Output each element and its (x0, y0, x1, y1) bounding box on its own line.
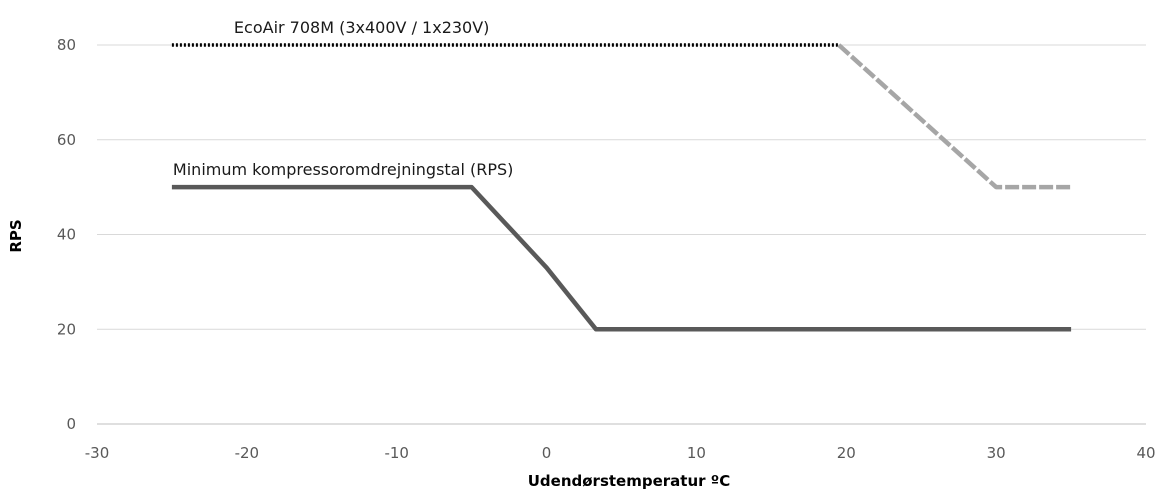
x-tick-label: 0 (542, 444, 552, 462)
y-tick-label: 60 (57, 131, 76, 149)
series-label-0: EcoAir 708M (3x400V / 1x230V) (234, 18, 490, 37)
x-tick-label: 30 (987, 444, 1006, 462)
grid (97, 44, 1146, 425)
y-axis: 0 20 40 60 80 (57, 36, 76, 433)
series-group (171, 43, 1072, 332)
y-tick-label: 40 (57, 226, 76, 244)
series-line-2 (171, 184, 1072, 332)
x-tick-label: -30 (85, 444, 110, 462)
series-line-1 (837, 43, 1072, 190)
y-tick-label: 20 (57, 320, 76, 338)
y-tick-label: 0 (66, 415, 76, 433)
series-labels: EcoAir 708M (3x400V / 1x230V) Minimum kom… (173, 18, 514, 179)
x-tick-label: -20 (235, 444, 260, 462)
x-axis-title: Udendørstemperatur ºC (528, 472, 730, 490)
x-tick-label: -10 (384, 444, 409, 462)
x-tick-label: 10 (687, 444, 706, 462)
x-tick-label: 40 (1136, 444, 1155, 462)
series-label-2: Minimum kompressoromdrejningstal (RPS) (173, 160, 514, 179)
x-axis: -30 -20 -10 0 10 20 30 40 (85, 444, 1156, 462)
y-tick-label: 80 (57, 36, 76, 54)
y-axis-title: RPS (7, 219, 25, 252)
x-tick-label: 20 (837, 444, 856, 462)
